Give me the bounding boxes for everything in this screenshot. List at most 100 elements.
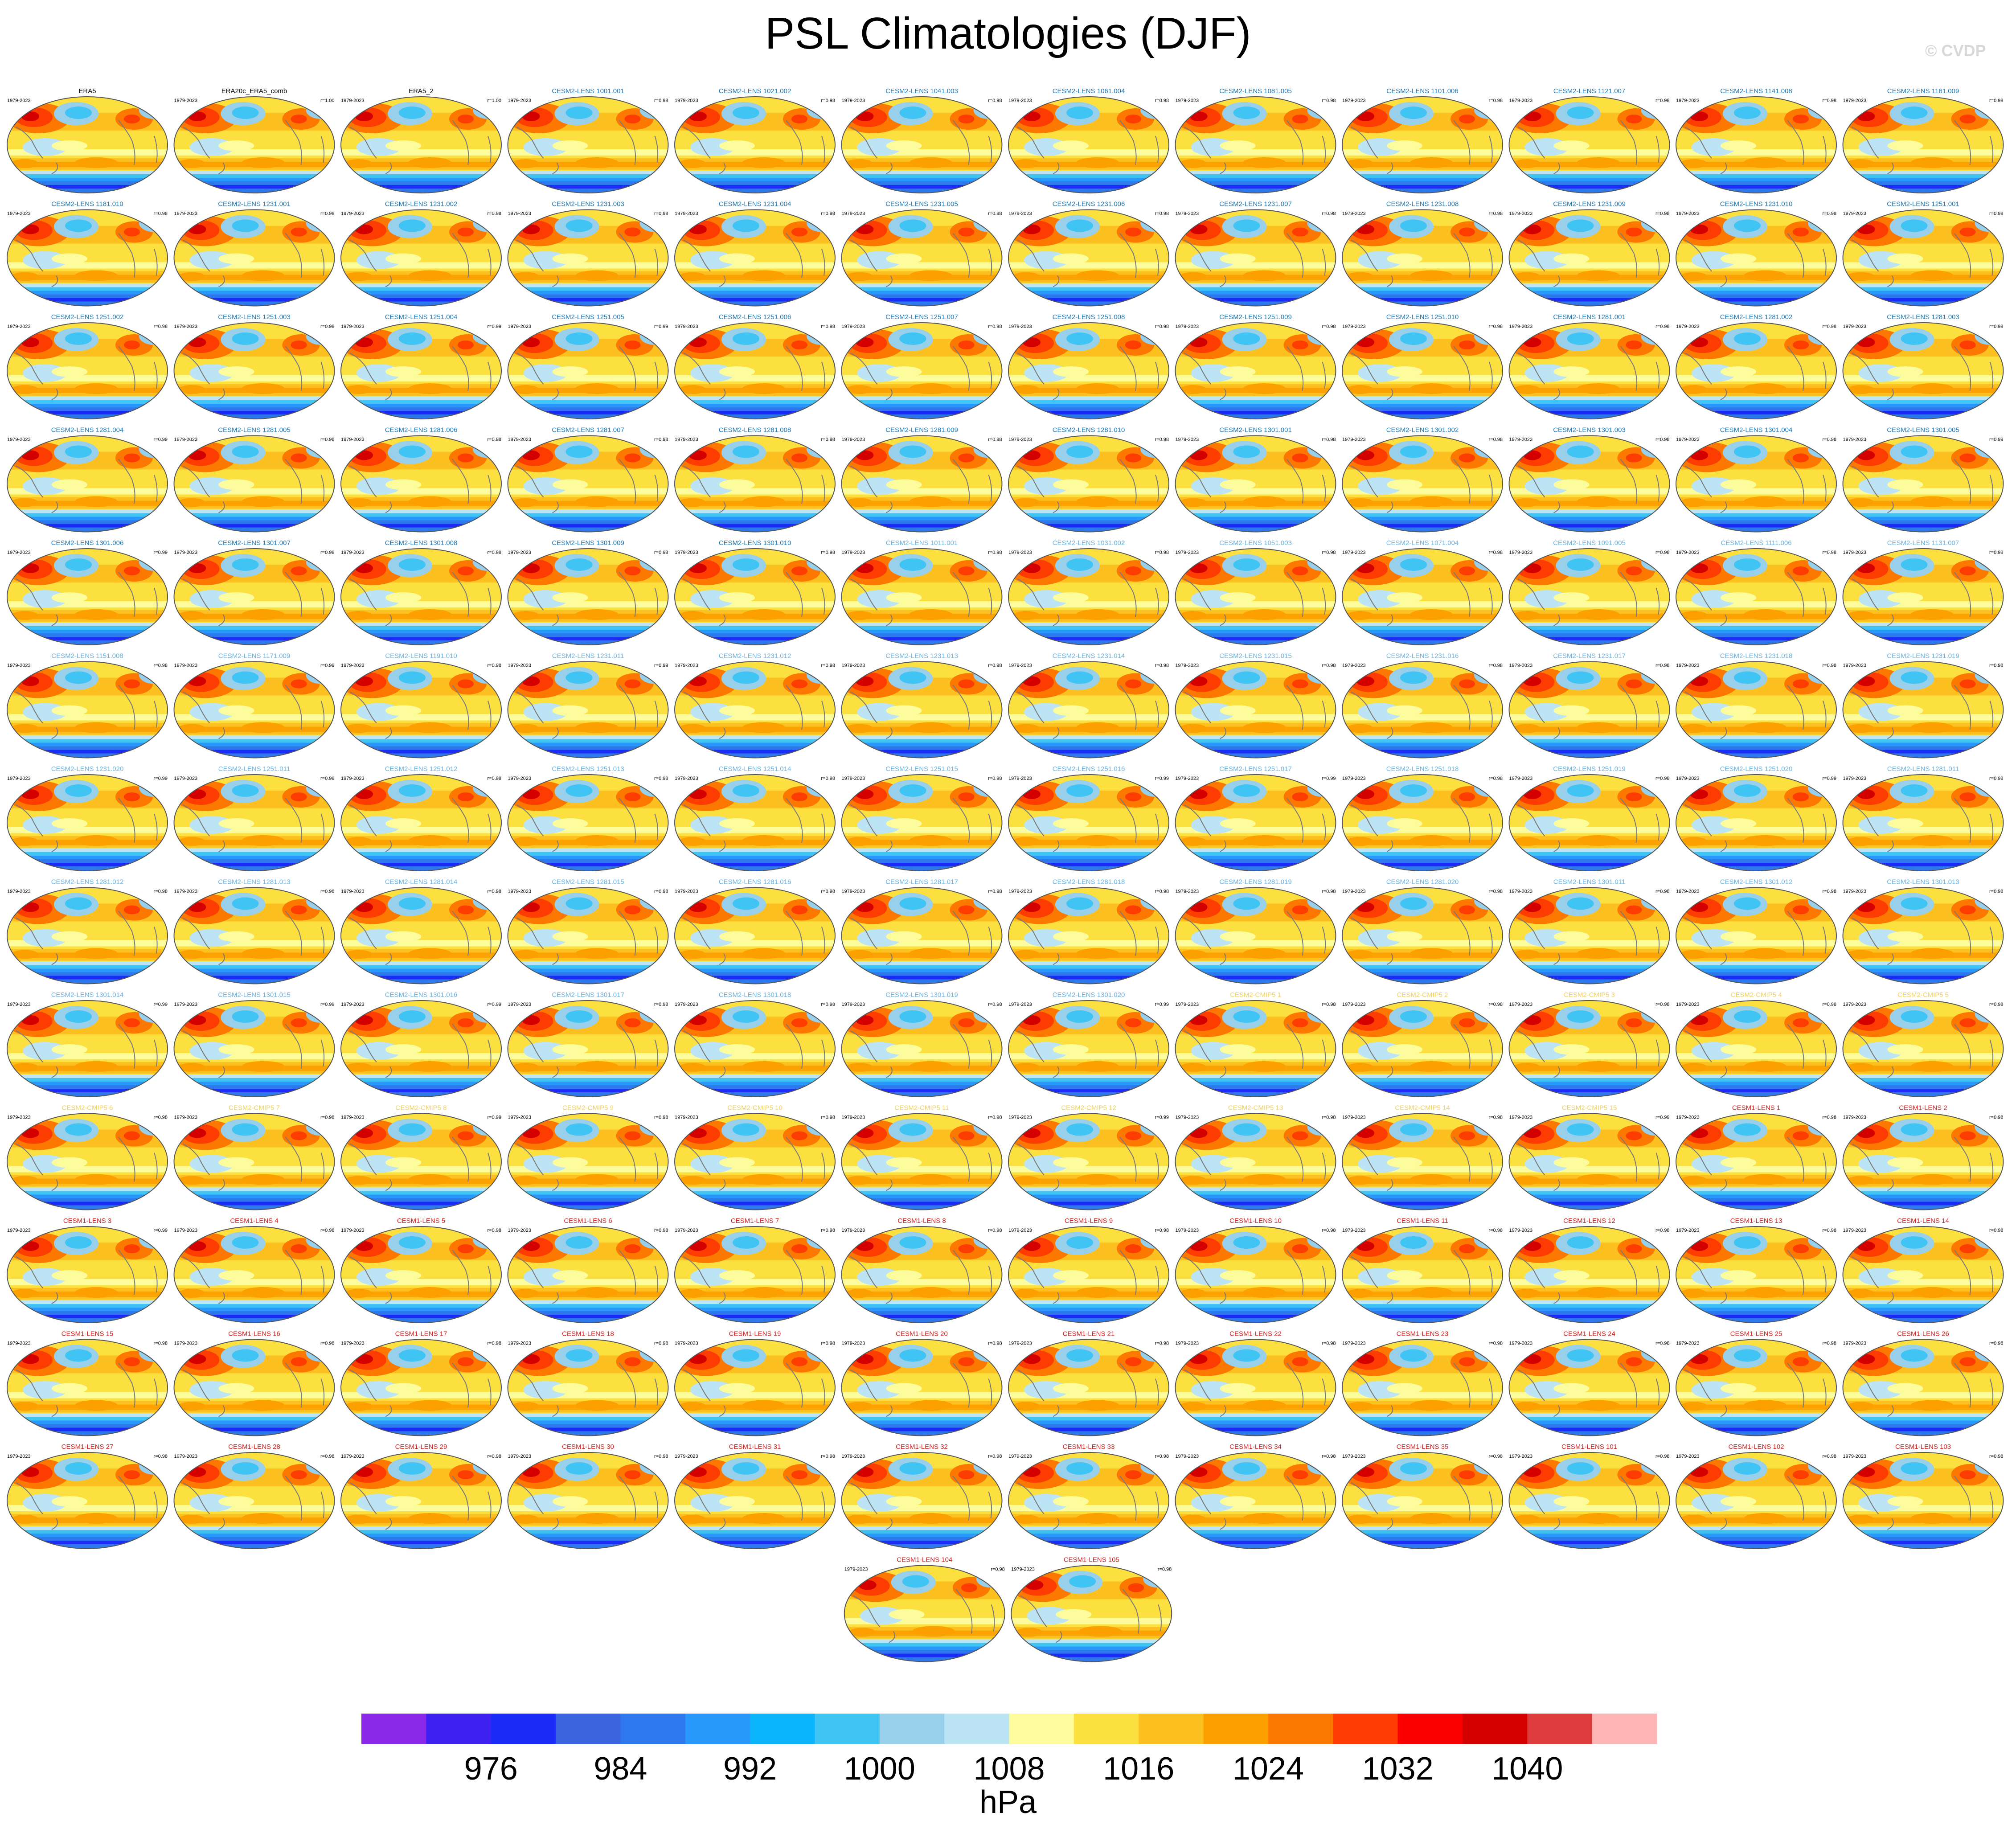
- panel-title: CESM2-LENS 1301.002: [1386, 427, 1459, 434]
- panel-period: 1979-2023: [842, 98, 865, 103]
- map-panel: CESM2-LENS 1251.009 1979-2023 r=0.98: [1176, 313, 1338, 419]
- map-panel: CESM2-CMIP5 7 1979-2023 r=0.98: [174, 1104, 336, 1210]
- map-panel: CESM1-LENS 1 1979-2023 r=0.98: [1676, 1104, 1838, 1210]
- panel-period: 1979-2023: [174, 98, 198, 103]
- map-panel: CESM2-CMIP5 5 1979-2023 r=0.98: [1843, 991, 2005, 1097]
- map-panel: CESM2-LENS 1131.007 1979-2023 r=0.98: [1843, 539, 2005, 645]
- map-panel: CESM1-LENS 29 1979-2023 r=0.98: [341, 1443, 503, 1549]
- panel-period: 1979-2023: [341, 776, 365, 781]
- panel-title: CESM2-LENS 1251.003: [218, 313, 291, 321]
- panel-title: CESM2-LENS 1281.008: [719, 427, 791, 434]
- panel-title: CESM2-CMIP5 14: [1395, 1104, 1450, 1112]
- panel-pattern-correlation: r=0.98: [1989, 1115, 2004, 1120]
- panel-pattern-correlation: r=0.98: [988, 889, 1002, 894]
- panel-pattern-correlation: r=0.98: [1489, 437, 1503, 443]
- panel-period: 1979-2023: [1676, 1341, 1700, 1346]
- panel-period: 1979-2023: [7, 1341, 31, 1346]
- panel-period: 1979-2023: [1008, 1228, 1032, 1233]
- panel-pattern-correlation: r=0.98: [821, 663, 836, 668]
- panel-period: 1979-2023: [842, 663, 865, 668]
- panel-pattern-correlation: r=0.98: [1823, 663, 1837, 668]
- panel-title: CESM2-CMIP5 8: [395, 1104, 447, 1112]
- panel-pattern-correlation: r=0.98: [154, 1341, 168, 1346]
- colorbar-swatch: [556, 1714, 621, 1744]
- panel-pattern-correlation: r=0.98: [654, 1454, 668, 1459]
- panel-period: 1979-2023: [508, 437, 532, 443]
- panel-pattern-correlation: r=0.99: [1155, 1115, 1169, 1120]
- panel-title: CESM2-LENS 1301.009: [552, 539, 624, 547]
- panel-period: 1979-2023: [1509, 889, 1533, 894]
- panel-title: CESM2-LENS 1231.006: [1053, 201, 1125, 208]
- panel-period: 1979-2023: [842, 437, 865, 443]
- panel-pattern-correlation: r=0.98: [1823, 1115, 1837, 1120]
- panel-title: CESM2-LENS 1301.020: [1053, 991, 1125, 999]
- panel-pattern-correlation: r=0.98: [821, 1454, 836, 1459]
- panel-period: 1979-2023: [1843, 889, 1867, 894]
- panel-period: 1979-2023: [174, 663, 198, 668]
- panel-period: 1979-2023: [1342, 324, 1366, 329]
- panel-pattern-correlation: r=0.98: [1489, 98, 1503, 103]
- panel-pattern-correlation: r=0.98: [821, 889, 836, 894]
- panel-period: 1979-2023: [341, 324, 365, 329]
- colorbar-tick-label: 1000: [844, 1751, 915, 1787]
- panel-title: CESM2-LENS 1251.005: [552, 313, 624, 321]
- map-panel: CESM1-LENS 23 1979-2023 r=0.98: [1342, 1330, 1504, 1436]
- map-panel: CESM2-LENS 1231.012 1979-2023 r=0.98: [675, 652, 837, 758]
- panel-pattern-correlation: r=0.98: [488, 437, 502, 443]
- panel-title: CESM2-LENS 1231.005: [885, 201, 958, 208]
- panel-title: CESM1-LENS 24: [1563, 1330, 1615, 1338]
- panel-period: 1979-2023: [675, 437, 698, 443]
- map-panel: CESM1-LENS 30 1979-2023 r=0.98: [508, 1443, 670, 1549]
- panel-title: CESM2-LENS 1301.019: [885, 991, 958, 999]
- colorbar-tick-label: 976: [464, 1751, 518, 1787]
- panel-title: CESM2-LENS 1251.017: [1219, 765, 1292, 773]
- panel-period: 1979-2023: [1509, 1228, 1533, 1233]
- panel-pattern-correlation: r=0.98: [488, 1454, 502, 1459]
- panel-title: CESM2-LENS 1301.016: [385, 991, 458, 999]
- panel-pattern-correlation: r=0.98: [1655, 550, 1670, 555]
- panel-pattern-correlation: r=0.98: [1655, 1341, 1670, 1346]
- map-panel: CESM1-LENS 6 1979-2023 r=0.98: [508, 1217, 670, 1323]
- panel-title: CESM1-LENS 8: [897, 1217, 946, 1225]
- map-panel: CESM1-LENS 32 1979-2023 r=0.98: [842, 1443, 1004, 1549]
- panel-title: CESM1-LENS 29: [395, 1443, 447, 1451]
- map-panel: CESM1-LENS 3 1979-2023 r=0.99: [7, 1217, 169, 1323]
- panel-pattern-correlation: r=0.98: [654, 1002, 668, 1007]
- map-panel: CESM2-LENS 1231.016 1979-2023 r=0.98: [1342, 652, 1504, 758]
- map-panel: CESM2-LENS 1121.007 1979-2023 r=0.98: [1509, 87, 1672, 193]
- panel-period: 1979-2023: [1008, 324, 1032, 329]
- panel-title: CESM1-LENS 25: [1730, 1330, 1782, 1338]
- panel-pattern-correlation: r=0.98: [1155, 889, 1169, 894]
- panel-pattern-correlation: r=0.98: [154, 1454, 168, 1459]
- map-panel: ERA5_2 1979-2023 r=1.00: [341, 87, 503, 193]
- panel-period: 1979-2023: [1176, 776, 1199, 781]
- panel-title: CESM1-LENS 4: [230, 1217, 278, 1225]
- panel-period: 1979-2023: [1843, 1115, 1867, 1120]
- map-panel: CESM2-LENS 1231.015 1979-2023 r=0.98: [1176, 652, 1338, 758]
- panel-pattern-correlation: r=0.98: [988, 663, 1002, 668]
- map-panel: CESM1-LENS 15 1979-2023 r=0.98: [7, 1330, 169, 1436]
- panel-period: 1979-2023: [341, 1228, 365, 1233]
- panel-title: CESM2-LENS 1101.006: [1386, 87, 1458, 95]
- panel-period: 1979-2023: [508, 1341, 532, 1346]
- colorbar-swatch: [1074, 1714, 1139, 1744]
- map-panel: CESM1-LENS 12 1979-2023 r=0.98: [1509, 1217, 1672, 1323]
- map-panel: CESM1-LENS 21 1979-2023 r=0.98: [1008, 1330, 1171, 1436]
- panel-pattern-correlation: r=0.98: [1823, 889, 1837, 894]
- colorbar-swatch: [491, 1714, 556, 1744]
- panel-period: 1979-2023: [7, 776, 31, 781]
- map-panel: CESM2-LENS 1251.011 1979-2023 r=0.98: [174, 765, 336, 871]
- map-panel: CESM2-LENS 1301.014 1979-2023 r=0.99: [7, 991, 169, 1097]
- panel-pattern-correlation: r=0.98: [654, 98, 668, 103]
- map-panel: CESM2-LENS 1281.012 1979-2023 r=0.98: [7, 878, 169, 984]
- panel-period: 1979-2023: [842, 776, 865, 781]
- panel-title: CESM1-LENS 2: [1899, 1104, 1947, 1112]
- map-panel: CESM2-LENS 1301.010 1979-2023 r=0.98: [675, 539, 837, 645]
- panel-period: 1979-2023: [1176, 1002, 1199, 1007]
- map-panel: CESM2-LENS 1051.003 1979-2023 r=0.98: [1176, 539, 1338, 645]
- map-panel: CESM1-LENS 14 1979-2023 r=0.98: [1843, 1217, 2005, 1323]
- colorbar-tick-label: 1016: [1103, 1751, 1174, 1787]
- panel-title: CESM1-LENS 22: [1229, 1330, 1282, 1338]
- panel-period: 1979-2023: [1509, 550, 1533, 555]
